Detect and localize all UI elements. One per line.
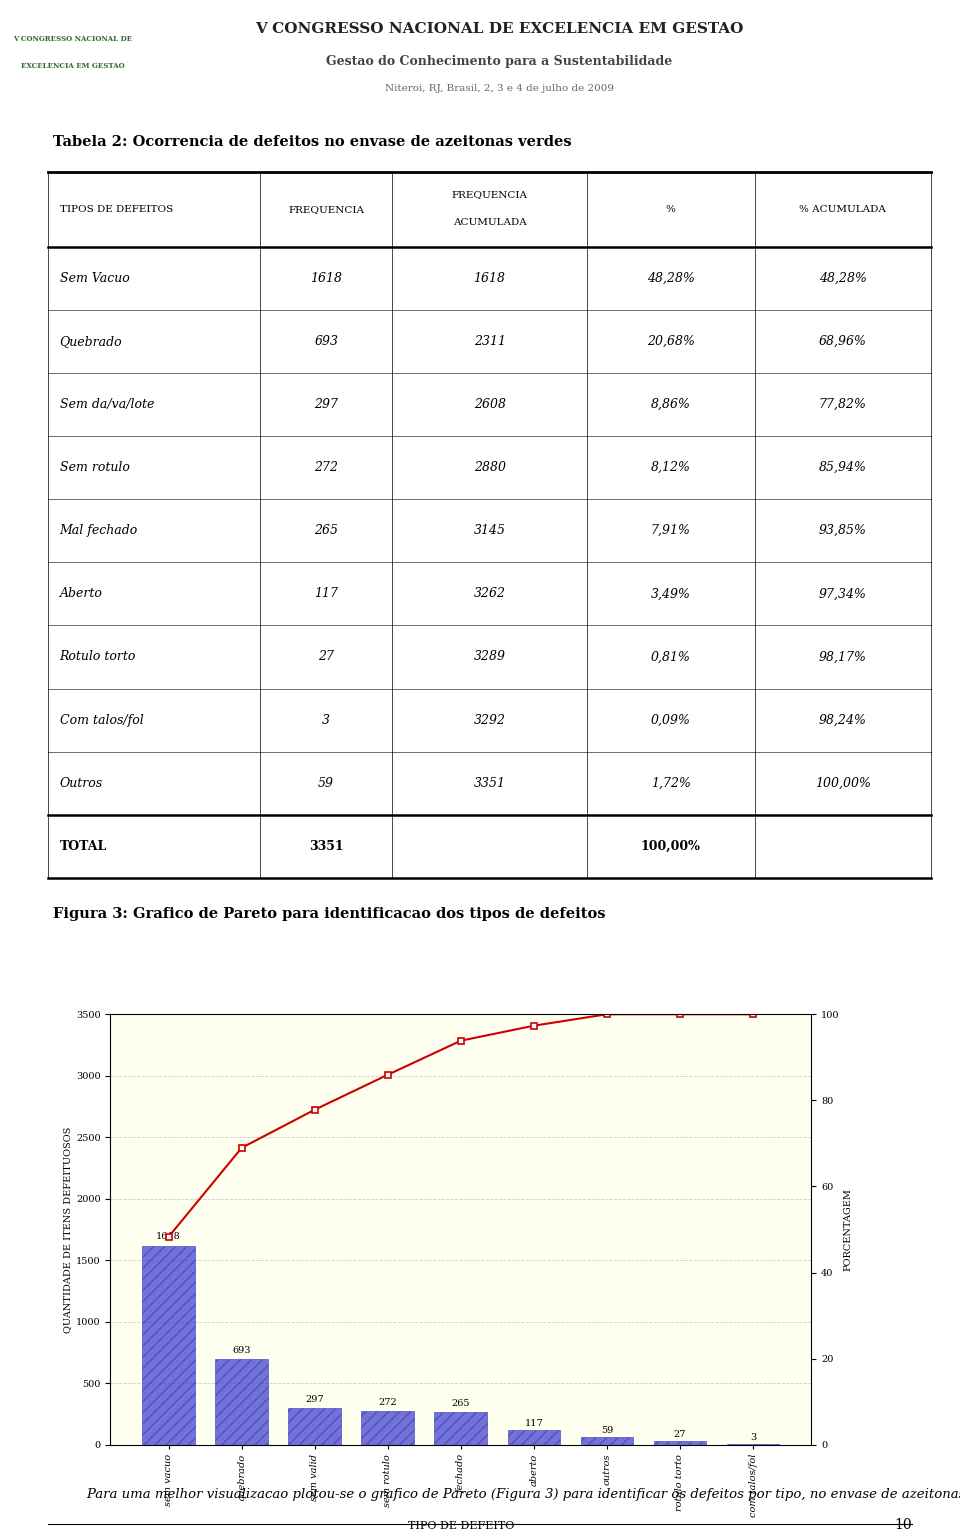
Text: TIPOS DE DEFEITOS: TIPOS DE DEFEITOS [60,205,173,214]
Text: 0,81%: 0,81% [651,651,690,663]
Text: 693: 693 [232,1346,251,1355]
Text: 3289: 3289 [473,651,506,663]
Text: Rotulo torto: Rotulo torto [60,651,136,663]
Text: 8,86%: 8,86% [651,398,690,411]
Text: Sem Vacuo: Sem Vacuo [60,272,130,285]
Text: Sem da/va/lote: Sem da/va/lote [60,398,154,411]
Text: 93,85%: 93,85% [819,524,867,537]
Text: 2880: 2880 [473,461,506,474]
Bar [581,1438,634,1444]
Text: 59: 59 [601,1426,613,1435]
Text: Tabela 2: Ocorrencia de defeitos no envase de azeitonas verdes: Tabela 2: Ocorrencia de defeitos no enva… [53,135,571,149]
Text: Quebrado: Quebrado [60,335,122,348]
Text: V CONGRESSO NACIONAL DE: V CONGRESSO NACIONAL DE [13,35,132,43]
Text: FREQUENCIA: FREQUENCIA [451,189,528,198]
Bar [215,1360,268,1444]
Text: Figura 3: Grafico de Pareto para identificacao dos tipos de defeitos: Figura 3: Grafico de Pareto para identif… [53,906,606,921]
Text: 100,00%: 100,00% [815,777,871,789]
Text: 117: 117 [524,1420,543,1429]
Text: Para uma melhor visualizacao plotou-se o grafico de Pareto (Figura 3) para ident: Para uma melhor visualizacao plotou-se o… [53,1487,960,1501]
Text: 85,94%: 85,94% [819,461,867,474]
Bar [288,1409,341,1444]
Text: 272: 272 [378,1398,397,1407]
Text: 0,09%: 0,09% [651,714,690,726]
Text: 59: 59 [318,777,334,789]
Text: Com talos/fol: Com talos/fol [60,714,143,726]
Text: 8,12%: 8,12% [651,461,690,474]
Text: 693: 693 [314,335,338,348]
Text: Gestao do Conhecimento para a Sustentabilidade: Gestao do Conhecimento para a Sustentabi… [326,55,672,68]
Text: 100,00%: 100,00% [640,840,701,854]
Text: 1618: 1618 [310,272,342,285]
Text: 3: 3 [750,1433,756,1443]
Text: 272: 272 [314,461,338,474]
Text: 1618: 1618 [156,1232,180,1241]
Text: 27: 27 [674,1430,686,1440]
Text: Mal fechado: Mal fechado [60,524,138,537]
Text: 98,24%: 98,24% [819,714,867,726]
Text: 3351: 3351 [309,840,344,854]
Text: Niteroi, RJ, Brasil, 2, 3 e 4 de julho de 2009: Niteroi, RJ, Brasil, 2, 3 e 4 de julho d… [385,85,613,92]
Text: 3,49%: 3,49% [651,588,690,600]
Text: V CONGRESSO NACIONAL DE EXCELENCIA EM GESTAO: V CONGRESSO NACIONAL DE EXCELENCIA EM GE… [255,22,743,35]
Text: %: % [665,205,676,214]
Text: 1,72%: 1,72% [651,777,690,789]
Text: 3262: 3262 [473,588,506,600]
Text: 68,96%: 68,96% [819,335,867,348]
X-axis label: TIPO DE DEFEITO: TIPO DE DEFEITO [408,1521,514,1532]
Text: 2608: 2608 [473,398,506,411]
Text: 3: 3 [323,714,330,726]
Text: ACUMULADA: ACUMULADA [453,218,526,228]
Text: 2311: 2311 [473,335,506,348]
Bar [361,1412,414,1444]
Text: 265: 265 [451,1400,470,1407]
Text: 297: 297 [305,1395,324,1404]
Bar [142,1246,195,1444]
Text: 97,34%: 97,34% [819,588,867,600]
Text: 7,91%: 7,91% [651,524,690,537]
Text: 48,28%: 48,28% [819,272,867,285]
Text: TOTAL: TOTAL [60,840,107,854]
Text: Sem rotulo: Sem rotulo [60,461,130,474]
Text: 3292: 3292 [473,714,506,726]
Text: 265: 265 [314,524,338,537]
Text: 27: 27 [318,651,334,663]
Text: 1618: 1618 [473,272,506,285]
Text: FREQUENCIA: FREQUENCIA [288,205,364,214]
Text: EXCELENCIA EM GESTAO: EXCELENCIA EM GESTAO [21,62,125,71]
Text: 20,68%: 20,68% [647,335,695,348]
Text: 10: 10 [895,1518,912,1532]
Text: 48,28%: 48,28% [647,272,695,285]
Text: 98,17%: 98,17% [819,651,867,663]
Y-axis label: QUANTIDADE DE ITENS DEFEITUOSOS: QUANTIDADE DE ITENS DEFEITUOSOS [63,1126,72,1332]
Text: 3351: 3351 [473,777,506,789]
Text: 117: 117 [314,588,338,600]
Text: Outros: Outros [60,777,103,789]
Text: 297: 297 [314,398,338,411]
Text: % ACUMULADA: % ACUMULADA [800,205,886,214]
Bar [654,1441,707,1444]
Y-axis label: PORCENTAGEM: PORCENTAGEM [844,1187,852,1270]
Bar [435,1412,487,1444]
Text: 77,82%: 77,82% [819,398,867,411]
Text: 3145: 3145 [473,524,506,537]
Bar [508,1430,561,1444]
Text: Aberto: Aberto [60,588,103,600]
